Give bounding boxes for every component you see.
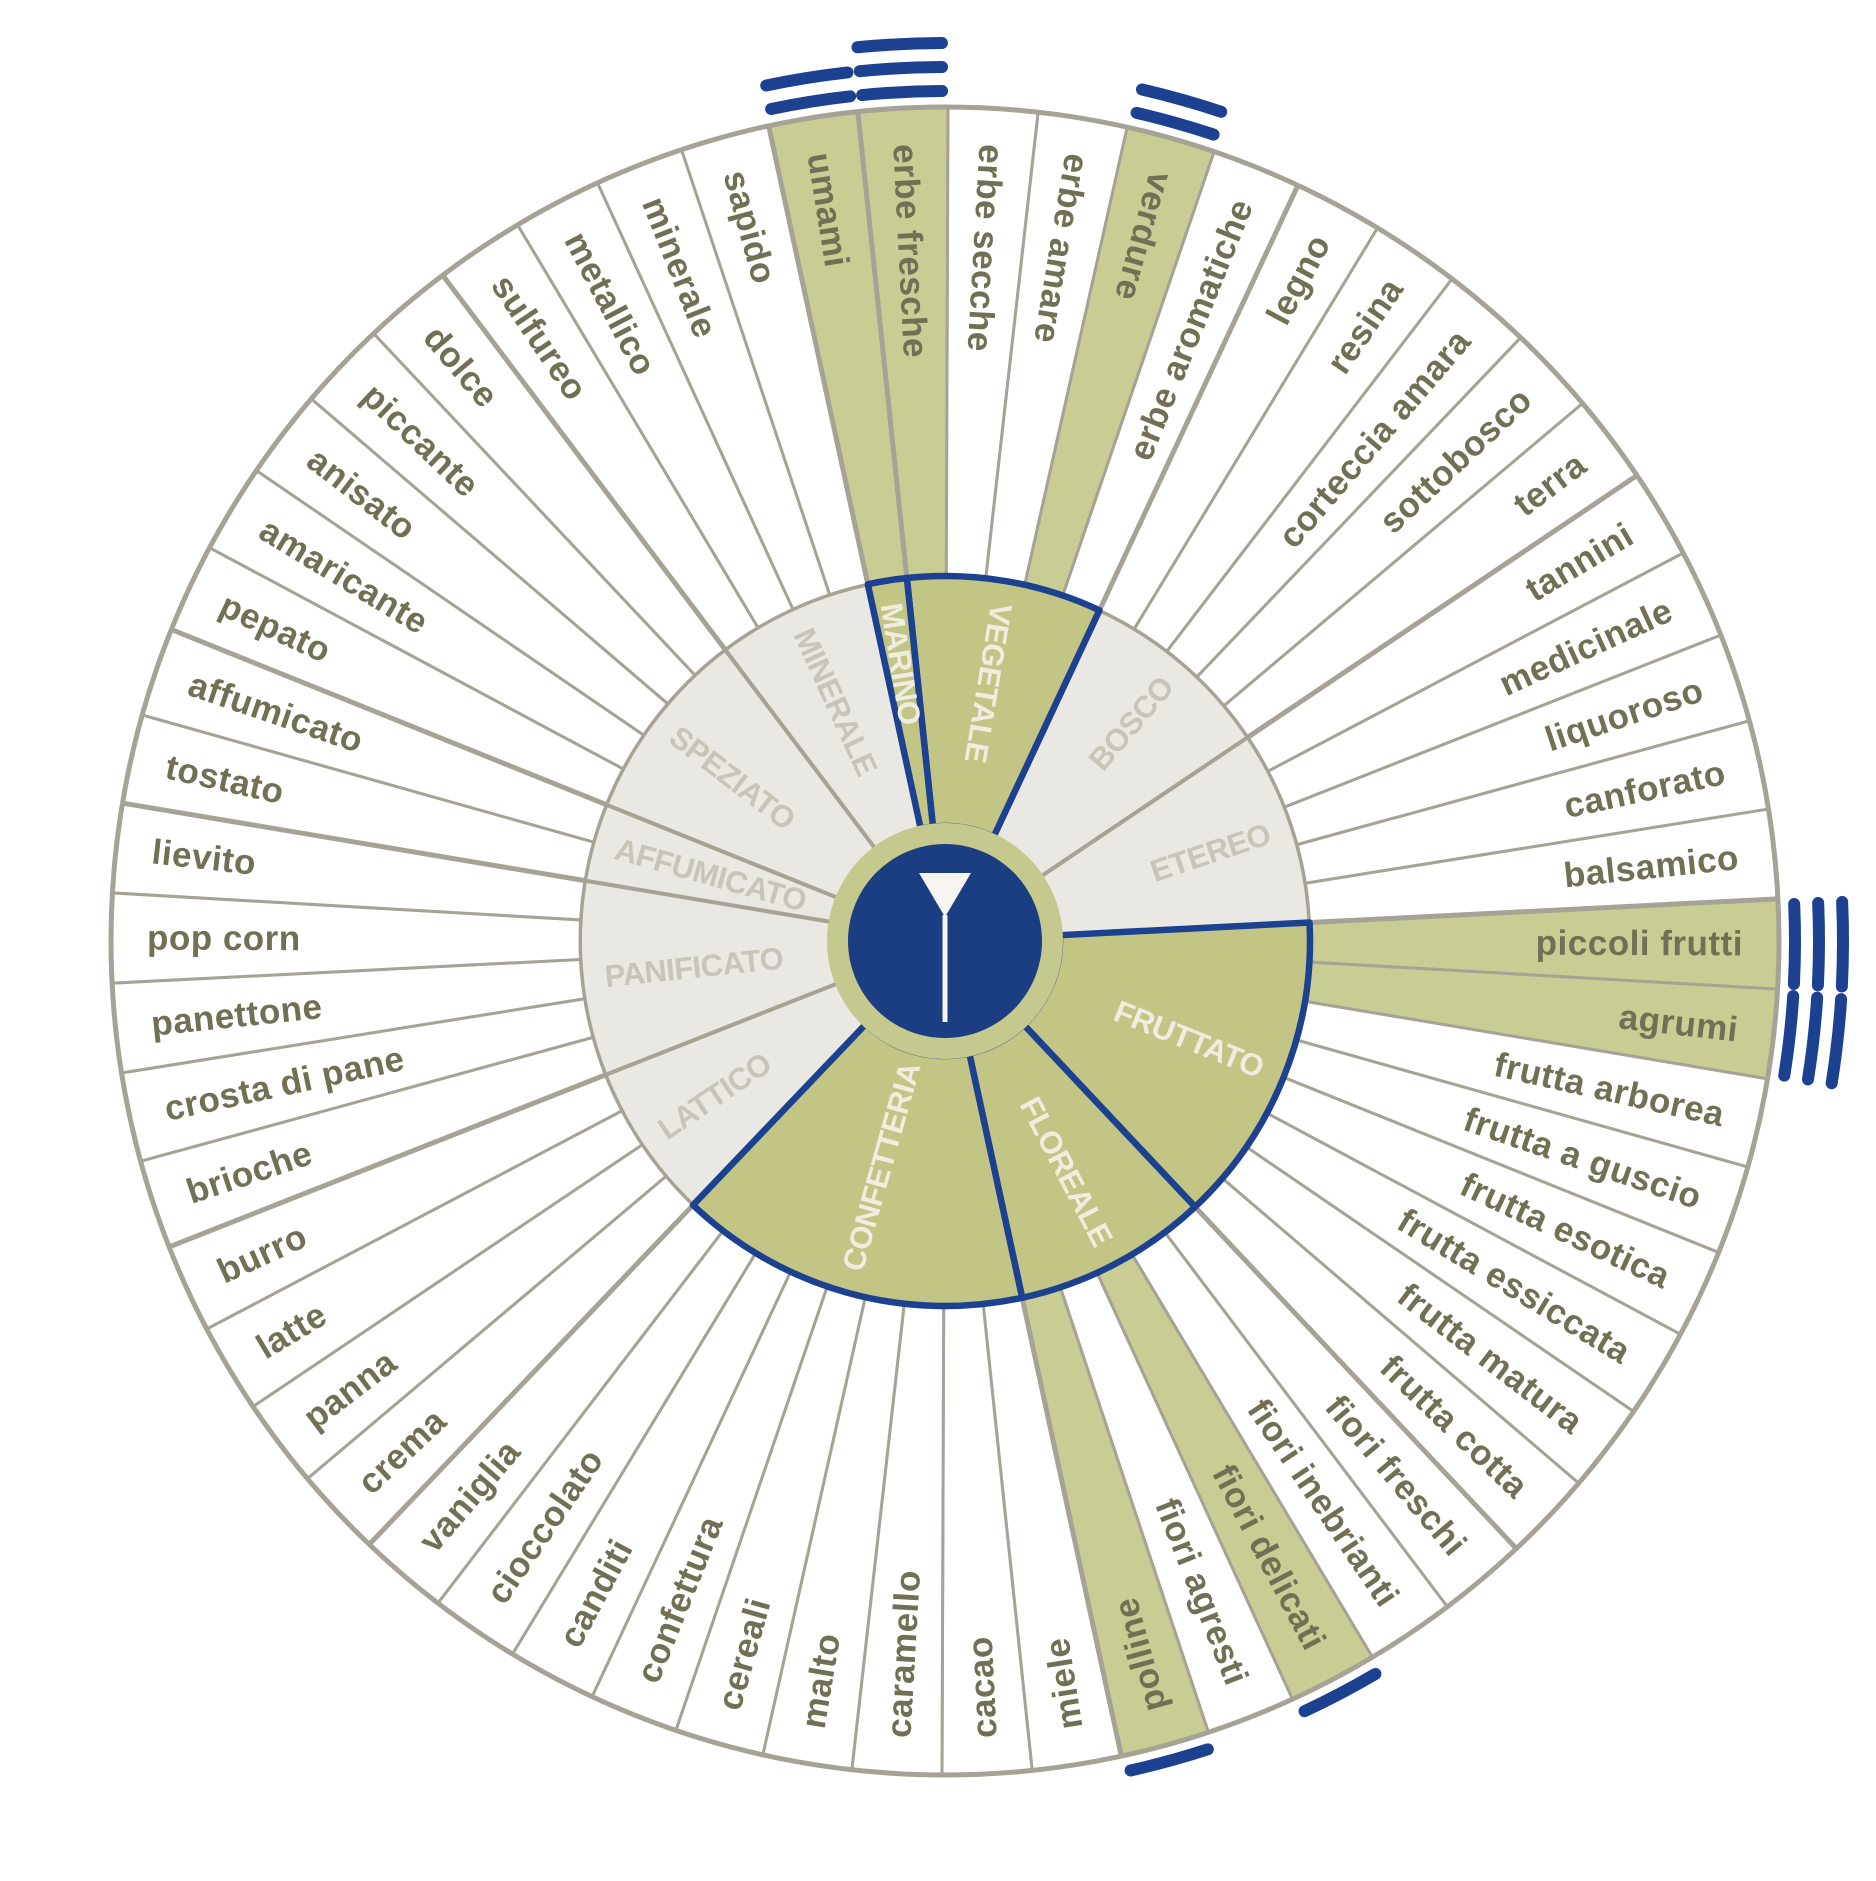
category-boundary-line	[168, 1072, 607, 1250]
intensity-marks-erbe-fresche	[851, 37, 948, 54]
category-boundary-line	[122, 800, 586, 884]
category-boundary-line	[766, 125, 871, 585]
intensity-marks-piccoli-frutti	[1811, 896, 1825, 992]
intensity-marks-umami	[760, 66, 854, 92]
wine-glass-icon	[919, 873, 971, 1022]
intensity-marks-piccoli-frutti	[1787, 898, 1801, 991]
outer-rim-circle	[108, 104, 1782, 1778]
intensity-marks-polline	[1124, 1743, 1214, 1777]
intensity-marks-agrumi	[1778, 990, 1800, 1082]
category-boundary-line	[170, 627, 608, 807]
intensity-marks-fiori-delicati	[1298, 1667, 1382, 1718]
outer-label-pop-corn: pop corn	[147, 919, 301, 959]
category-boundary-line	[1309, 896, 1779, 926]
category-boundary-line	[1097, 184, 1301, 612]
outer-label-piccoli-frutti: piccoli frutti	[1536, 924, 1743, 964]
intensity-marks-verdure	[1130, 106, 1220, 141]
category-boundary-line	[440, 273, 728, 652]
outer-label-caramello: caramello	[879, 1569, 928, 1739]
intensity-marks-agrumi	[1801, 991, 1824, 1086]
intensity-marks-erbe-fresche	[856, 85, 949, 102]
category-boundary-line	[855, 111, 910, 579]
intensity-marks-piccoli-frutti	[1835, 895, 1849, 993]
intensity-marks-agrumi	[1825, 993, 1848, 1090]
category-boundary-line	[1193, 1205, 1519, 1551]
intensity-marks-verdure	[1135, 83, 1228, 118]
intensity-marks-erbe-fresche	[853, 61, 949, 78]
category-boundary-line	[367, 1203, 695, 1547]
outer-label-cacao: cacao	[961, 1635, 1005, 1739]
intensity-marks-umami	[765, 90, 857, 115]
category-boundary-line	[1019, 1297, 1124, 1757]
category-boundary-line	[1246, 473, 1639, 740]
